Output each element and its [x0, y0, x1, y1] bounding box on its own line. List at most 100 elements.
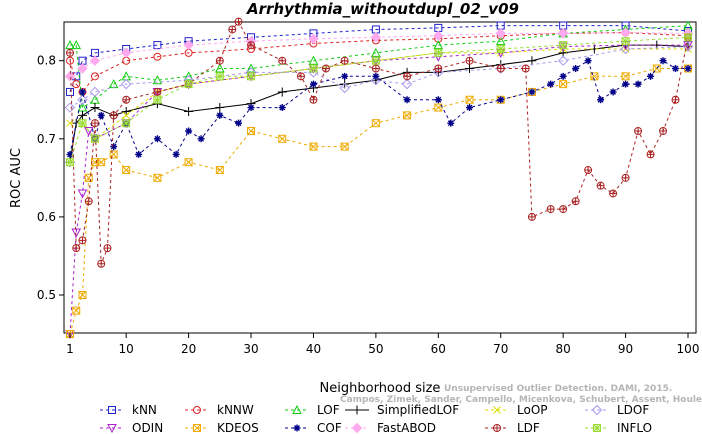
legend-label: COF [317, 421, 342, 434]
point-kdeos-6 [109, 150, 118, 159]
series-odin [65, 41, 693, 340]
point-ldf-30 [584, 166, 593, 175]
point-ldf-26 [527, 212, 536, 221]
point-cof-4 [110, 143, 118, 151]
point-ldf-14 [247, 41, 256, 50]
legend-label: SimplifiedLOF [377, 403, 459, 417]
point-ldof-12 [557, 55, 569, 66]
point-ldf-3 [84, 197, 93, 206]
point-kdeos-10 [215, 166, 224, 175]
point-cof-25 [559, 72, 567, 80]
point-ldf-18 [321, 64, 330, 73]
point-simplifiedlof-7 [184, 106, 194, 116]
point-inflo-0 [66, 158, 74, 167]
point-fastabod-10 [557, 28, 569, 39]
point-lof-12 [433, 40, 444, 50]
point-kdeos-15 [371, 119, 380, 128]
point-ldof-3 [120, 78, 132, 90]
x-axis-label: Neighborhood size [320, 381, 441, 396]
chart-title: Arrhythmia_withoutdupl_02_v09 [246, 0, 519, 18]
point-cof-1 [78, 88, 86, 96]
point-inflo-10 [434, 48, 443, 57]
point-ldof-1 [77, 94, 88, 105]
point-ldf-11 [215, 56, 224, 65]
point-ldf-29 [571, 197, 580, 206]
legend-label: kNNW [217, 403, 254, 417]
y-tick-label: 0.8 [37, 54, 56, 68]
point-kdeos-23 [621, 72, 630, 81]
point-cof-35 [684, 65, 692, 73]
point-inflo-9 [371, 56, 380, 65]
point-simplifiedlof-10 [277, 87, 287, 97]
point-lof-8 [214, 63, 225, 73]
legend-marker-ldof [591, 404, 603, 416]
point-inflo-12 [559, 41, 568, 50]
point-fastabod-2 [89, 55, 101, 66]
point-cof-15 [309, 80, 317, 88]
point-ldf-7 [109, 111, 118, 120]
point-ldof-9 [401, 78, 413, 90]
legend-entry-ldf: LDF [485, 421, 540, 434]
series-kdeos [66, 64, 692, 339]
series-fastabod [64, 27, 694, 82]
legend-entry-ldof: LDOF [585, 403, 649, 417]
legend-marker-odin [107, 424, 117, 434]
x-tick-label: 20 [181, 342, 196, 356]
x-tick-label: 1 [66, 342, 74, 356]
point-inflo-5 [184, 80, 193, 89]
legend-marker-simplifiedlof [352, 405, 362, 415]
point-ldf-37 [671, 95, 680, 104]
legend-label: LDOF [617, 403, 649, 417]
y-tick-label: 0.5 [37, 288, 56, 302]
point-kdeos-18 [465, 95, 474, 104]
point-kdeos-12 [278, 134, 287, 143]
point-simplifiedlof-5 [121, 106, 131, 116]
point-ldf-20 [371, 64, 380, 73]
point-ldf-34 [634, 126, 643, 135]
legend-entry-fastabod: FastABOD [345, 421, 436, 434]
point-kdeos-5 [97, 158, 106, 167]
point-cof-9 [185, 127, 193, 135]
y-axis-label: ROC AUC [9, 148, 24, 208]
legend-label: INFLO [617, 421, 652, 434]
point-kdeos-1 [72, 306, 81, 315]
point-cof-8 [172, 150, 180, 158]
point-knn-5 [153, 41, 162, 50]
legend-marker-cof [293, 424, 301, 432]
point-knnw-1 [72, 80, 81, 89]
legend-marker-kdeos [193, 424, 201, 432]
legend-label: LOF [317, 403, 340, 417]
point-kdeos-21 [559, 80, 568, 89]
point-cof-24 [547, 80, 555, 88]
point-cof-27 [584, 57, 592, 65]
point-kdeos-14 [340, 142, 349, 151]
x-tick-label: 30 [243, 342, 258, 356]
point-ldf-13 [234, 17, 243, 26]
legend-entry-odin: ODIN [100, 421, 163, 434]
point-ldf-4 [90, 119, 99, 128]
point-cof-23 [528, 88, 536, 96]
point-fastabod-0 [64, 71, 76, 82]
point-ldof-8 [370, 75, 382, 86]
legend-marker-knn [108, 406, 116, 414]
series-layer [64, 17, 694, 340]
point-fastabod-6 [308, 33, 319, 45]
point-inflo-11 [496, 44, 505, 53]
point-cof-34 [672, 65, 680, 73]
point-kdeos-8 [153, 173, 162, 182]
point-ldf-21 [403, 72, 412, 81]
series-line-knnw [69, 32, 689, 93]
point-ldf-8 [122, 95, 131, 104]
legend-marker-knnw [193, 406, 201, 414]
y-axis: 0.5 0.6 0.7 0.8 [37, 54, 64, 302]
x-tick-label: 10 [119, 342, 134, 356]
point-ldf-0 [66, 48, 74, 57]
point-simplifiedlof-3 [90, 103, 100, 113]
series-cof [66, 57, 692, 158]
series-line-kdeos [69, 68, 688, 335]
legend-label: ODIN [132, 421, 163, 434]
series-line-inflo [69, 36, 689, 163]
point-knnw-5 [153, 52, 162, 61]
point-lof-0 [65, 40, 75, 50]
